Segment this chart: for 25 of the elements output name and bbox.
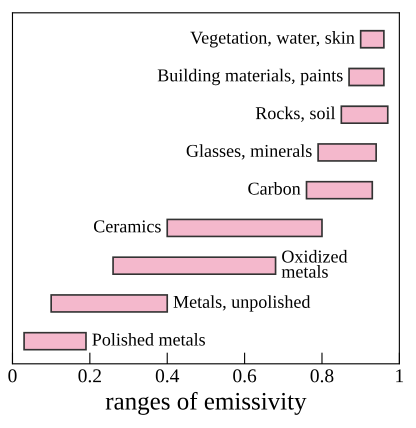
y-tick-label: Ceramics	[94, 220, 161, 232]
bar	[348, 68, 385, 86]
y-tick-label: Metals, unpolished	[174, 295, 310, 312]
y-tick-label: Vegetation, water, skin	[190, 31, 355, 48]
bar	[340, 105, 389, 124]
bar	[360, 30, 385, 49]
bar	[166, 218, 323, 238]
y-tick-label: Polished metals	[92, 332, 205, 346]
bar	[112, 256, 276, 276]
y-tick-label: Oxidized metals	[282, 250, 348, 278]
x-tick-label: 0.6	[233, 369, 256, 382]
bar	[50, 294, 168, 313]
x-tick-label: 1	[396, 369, 404, 382]
x-tick-label: 0	[8, 369, 17, 382]
x-tick-label: 0.8	[310, 369, 334, 382]
x-tick-label: 0.2	[78, 369, 101, 382]
y-tick-label: Carbon	[248, 182, 300, 195]
bar	[306, 180, 374, 200]
y-tick-label: Building materials, paints	[158, 68, 343, 86]
bar	[23, 332, 87, 350]
x-axis-title: ranges of emissivity	[106, 392, 306, 415]
bar	[317, 143, 377, 162]
y-tick-label: Glasses, minerals	[186, 144, 312, 160]
y-tick-label: Rocks, soil	[256, 106, 336, 122]
x-tick-label: 0.4	[156, 369, 180, 382]
